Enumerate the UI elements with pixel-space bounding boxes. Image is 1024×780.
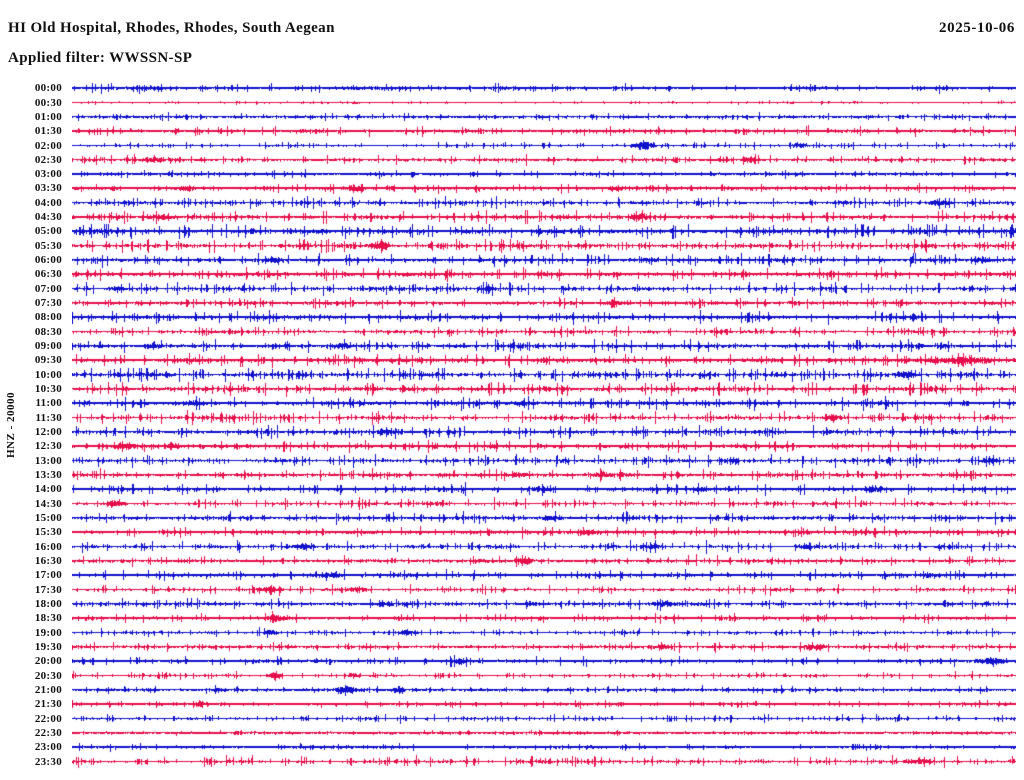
time-label: 21:30 — [34, 698, 62, 711]
time-label: 12:00 — [34, 426, 62, 439]
time-label: 03:00 — [34, 168, 62, 181]
time-label: 11:00 — [35, 397, 62, 410]
time-label: 00:30 — [34, 96, 62, 109]
applied-filter-label: Applied filter: WWSSN-SP — [8, 50, 193, 66]
time-label: 10:30 — [34, 383, 62, 396]
time-label: 06:00 — [34, 254, 62, 267]
time-label: 03:30 — [34, 182, 62, 195]
time-label: 14:30 — [34, 497, 62, 510]
time-label: 00:00 — [34, 82, 62, 95]
time-label: 17:30 — [34, 583, 62, 596]
time-label: 08:00 — [34, 311, 62, 324]
seismogram-canvas — [72, 76, 1016, 776]
time-label: 18:30 — [34, 612, 62, 625]
time-label: 02:30 — [34, 153, 62, 166]
time-label: 07:30 — [34, 297, 62, 310]
time-label: 14:00 — [34, 483, 62, 496]
time-label: 20:30 — [34, 669, 62, 682]
time-label: 12:30 — [34, 440, 62, 453]
station-title: HI Old Hospital, Rhodes, Rhodes, South A… — [8, 20, 335, 36]
time-label: 19:30 — [34, 640, 62, 653]
time-label: 01:00 — [34, 110, 62, 123]
time-label: 21:00 — [34, 683, 62, 696]
time-label: 07:00 — [34, 282, 62, 295]
time-label: 20:00 — [34, 655, 62, 668]
time-label: 16:00 — [34, 540, 62, 553]
time-label: 04:30 — [34, 211, 62, 224]
time-label: 19:00 — [34, 626, 62, 639]
time-label: 13:30 — [34, 469, 62, 481]
time-label: 22:00 — [34, 712, 62, 725]
time-label: 04:00 — [34, 196, 62, 209]
time-label: 05:30 — [34, 239, 62, 252]
time-label: 23:30 — [34, 755, 62, 768]
time-label: 15:00 — [34, 511, 62, 524]
time-label: 08:30 — [34, 325, 62, 338]
date-label: 2025-10-06 — [939, 20, 1015, 36]
time-label: 23:00 — [34, 741, 62, 754]
time-label: 02:00 — [34, 139, 62, 152]
time-label: 15:30 — [34, 526, 62, 539]
time-label: 16:30 — [34, 554, 62, 567]
time-label: 18:00 — [34, 597, 62, 610]
time-label: 17:00 — [34, 569, 62, 582]
time-labels: 00:00 00:30 01:00 01:30 02:00 02:30 03:00 03:30… — [0, 0, 62, 780]
time-label: 11:30 — [35, 411, 62, 424]
time-label: 06:30 — [34, 268, 62, 281]
time-label: 05:00 — [34, 225, 62, 238]
time-label: 13:00 — [34, 454, 62, 467]
time-label: 09:00 — [34, 340, 62, 353]
time-label: 22:30 — [34, 726, 62, 739]
time-label: 09:30 — [34, 354, 62, 367]
time-label: 01:30 — [34, 125, 62, 138]
time-label: 10:00 — [34, 368, 62, 381]
